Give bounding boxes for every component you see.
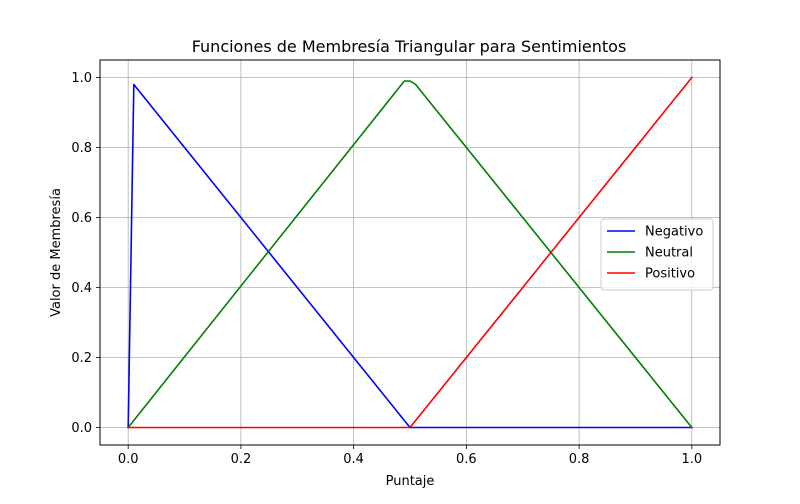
x-axis-label: Puntaje [386,474,435,489]
y-tick-label: 0.8 [71,141,92,156]
series-line-positivo [127,76,693,429]
legend: Negativo Neutral Positivo [600,218,714,291]
x-tick-label: 0.2 [231,452,252,467]
y-tick-label: 0.6 [71,211,92,226]
x-tick-label: 0.8 [569,452,590,467]
y-tick-label: 0.2 [71,351,92,366]
legend-label-negativo: Negativo [645,225,703,240]
y-tick-label: 1.0 [71,71,92,86]
x-tick-label: 1.0 [681,452,702,467]
y-axis-label: Valor de Membresía [49,188,64,317]
axis-ticks: 0.0 0.2 0.4 0.6 0.8 1.0 0.0 0.2 0.4 0.6 0.8 1.0 [71,71,702,467]
x-tick-label: 0.6 [456,452,477,467]
plot-frame [99,59,721,446]
chart-title: Funciones de Membresía Triangular para S… [192,37,627,56]
legend-label-positivo: Positivo [645,267,695,282]
series-lines [127,76,693,429]
y-tick-label: 0.0 [71,421,92,436]
x-tick-label: 0.4 [343,452,364,467]
series-line-neutral [127,80,693,429]
x-tick-label: 0.0 [118,452,139,467]
legend-label-neutral: Neutral [645,246,693,261]
y-tick-label: 0.4 [71,281,92,296]
